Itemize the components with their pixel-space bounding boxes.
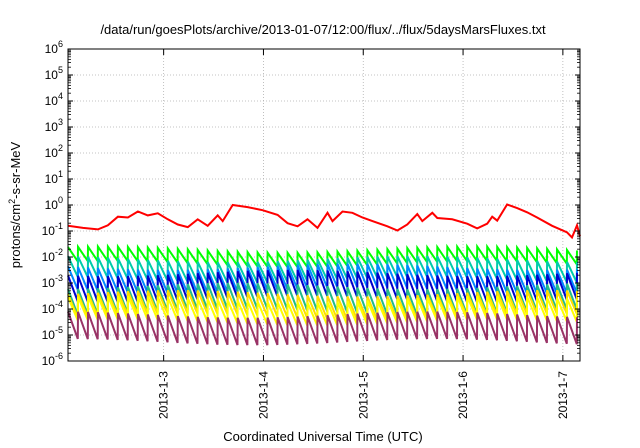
y-tick-base: 10 (45, 198, 59, 212)
x-axis-label: Coordinated Universal Time (UTC) (223, 429, 422, 444)
y-tick-exponent: 0 (58, 195, 63, 205)
y-axis-label-sup: 2 (7, 199, 17, 204)
y-tick-exponent: -4 (55, 299, 63, 309)
x-tick-label: 2013-1-7 (556, 371, 570, 419)
y-tick-label: 104 (45, 91, 63, 108)
x-tick-label: 2013-1-6 (456, 371, 470, 419)
y-axis-label: protons/cm2-s-sr-MeV (7, 141, 23, 268)
x-tick-label: 2013-1-3 (157, 371, 171, 419)
y-tick-label: 10-5 (42, 325, 63, 342)
y-tick-label: 101 (45, 169, 63, 186)
y-tick-exponent: 4 (58, 91, 63, 101)
series-group (67, 203, 581, 346)
y-axis-label-rest: -s-sr-MeV (8, 141, 23, 198)
y-tick-base: 10 (45, 146, 59, 160)
y-tick-exponent: 6 (58, 39, 63, 49)
y-tick-label: 103 (45, 117, 63, 134)
y-tick-label: 100 (45, 195, 63, 212)
x-tick-label: 2013-1-4 (256, 371, 270, 419)
y-axis-label-main: protons/cm (8, 204, 23, 268)
y-ticks: 10-610-510-410-310-210-11001011021031041… (42, 39, 580, 368)
y-tick-base: 10 (42, 276, 56, 290)
y-tick-base: 10 (45, 68, 59, 82)
y-tick-label: 102 (45, 143, 63, 160)
y-tick-exponent: -5 (55, 325, 63, 335)
y-tick-base: 10 (42, 354, 56, 368)
y-tick-base: 10 (45, 120, 59, 134)
y-tick-exponent: 3 (58, 117, 63, 127)
y-tick-base: 10 (42, 328, 56, 342)
chart-title: /data/run/goesPlots/archive/2013-01-07/1… (100, 22, 546, 37)
y-tick-base: 10 (45, 42, 59, 56)
y-tick-exponent: -2 (55, 247, 63, 257)
y-tick-label: 10-2 (42, 247, 63, 264)
y-tick-label: 10-6 (42, 351, 63, 368)
y-tick-exponent: -6 (55, 351, 63, 361)
x-tick-label: 2013-1-5 (356, 371, 370, 419)
y-tick-label: 105 (45, 65, 63, 82)
y-tick-base: 10 (42, 250, 56, 264)
y-tick-exponent: -1 (55, 221, 63, 231)
y-tick-exponent: 2 (58, 143, 63, 153)
y-tick-label: 10-1 (42, 221, 63, 238)
y-tick-base: 10 (42, 302, 56, 316)
y-tick-base: 10 (45, 94, 59, 108)
y-tick-label: 106 (45, 39, 63, 56)
series-line-1 (67, 203, 581, 240)
y-tick-exponent: -3 (55, 273, 63, 283)
y-tick-label: 10-4 (42, 299, 63, 316)
y-tick-base: 10 (42, 224, 56, 238)
y-tick-base: 10 (45, 172, 59, 186)
x-ticks: 2013-1-3 2013-1-4 2013-1-5 2013-1-6 2013-1-7 (157, 49, 570, 419)
y-tick-label: 10-3 (42, 273, 63, 290)
series-line-9 (67, 311, 578, 346)
y-tick-exponent: 1 (58, 169, 63, 179)
y-tick-exponent: 5 (58, 65, 63, 75)
